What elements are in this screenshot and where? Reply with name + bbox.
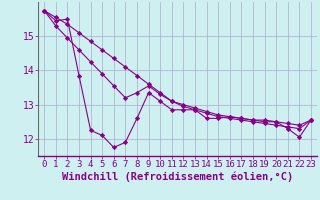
X-axis label: Windchill (Refroidissement éolien,°C): Windchill (Refroidissement éolien,°C) — [62, 172, 293, 182]
